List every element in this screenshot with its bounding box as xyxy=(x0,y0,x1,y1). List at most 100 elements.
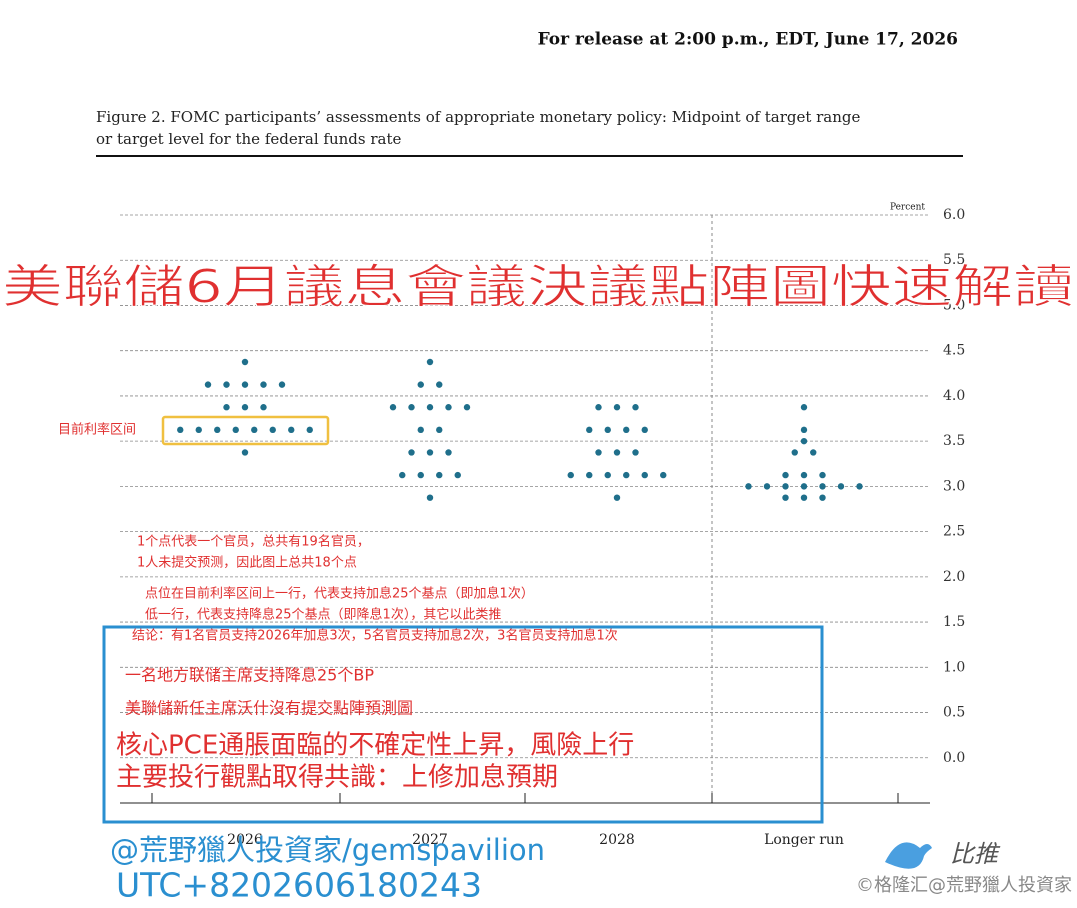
y-tick-label: 4.5 xyxy=(943,343,965,359)
dot xyxy=(417,471,424,479)
dot xyxy=(810,449,817,456)
figure-title: or target level for the federal funds ra… xyxy=(96,130,401,148)
brand-logo xyxy=(885,842,932,869)
dot xyxy=(819,471,826,479)
dot xyxy=(214,426,221,434)
x-tick-label: Longer run xyxy=(764,832,844,848)
dot xyxy=(819,494,826,501)
summary-big: 主要投行觀點取得共識：上修加息預期 xyxy=(116,763,558,793)
dot xyxy=(837,483,845,490)
dot xyxy=(177,426,184,434)
current-range-label: 目前利率区间 xyxy=(58,422,136,438)
dot xyxy=(426,494,434,501)
dot xyxy=(204,381,212,388)
note: 1人未提交预测，因此图上总共18个点 xyxy=(137,555,357,571)
dot xyxy=(278,381,286,388)
y-tick-label: 0.5 xyxy=(943,705,965,721)
dot xyxy=(856,483,863,490)
dot xyxy=(641,426,648,434)
dot xyxy=(613,494,621,501)
dot xyxy=(195,426,202,434)
dot xyxy=(623,471,630,479)
dot xyxy=(251,426,258,434)
dot xyxy=(604,426,611,434)
dot xyxy=(426,449,434,456)
note: 结论：有1名官员支持2026年加息3次，5名官员支持加息2次，3名官员支持加息1… xyxy=(132,628,618,644)
y-tick-label: 0.0 xyxy=(943,750,965,766)
dot xyxy=(586,471,593,479)
dot xyxy=(595,449,602,456)
dot xyxy=(782,483,789,490)
author: @荒野獵人投資家/gemspavilion xyxy=(110,833,545,867)
summary-big: 核心PCE通脹面臨的不確定性上昇，風險上行 xyxy=(116,731,634,761)
dot xyxy=(417,426,424,434)
dot xyxy=(408,404,415,411)
dot xyxy=(426,404,434,411)
dot xyxy=(241,404,249,411)
dot xyxy=(408,449,415,456)
dot xyxy=(463,404,471,411)
dot xyxy=(819,483,826,490)
y-tick-label: 6.0 xyxy=(943,207,965,223)
y-tick-label: 5.0 xyxy=(943,297,965,313)
dot xyxy=(604,471,611,479)
dot xyxy=(745,483,752,490)
dot xyxy=(241,358,249,366)
y-tick-label: 3.0 xyxy=(943,478,965,494)
dot xyxy=(241,449,249,456)
x-tick-label: 2027 xyxy=(412,832,448,848)
dot xyxy=(613,449,621,456)
note: 1个点代表一个官员，总共有19名官员， xyxy=(137,534,370,550)
unit-label: Percent xyxy=(890,203,925,213)
overlay: 目前利率区间 1个点代表一个官员，总共有19名官员， 1人未提交预测，因此图上总… xyxy=(2,259,1075,905)
timestamp: UTC+8202606180243 xyxy=(116,866,482,905)
dot xyxy=(641,471,648,479)
dot xyxy=(445,404,452,411)
dot xyxy=(241,381,249,388)
dot xyxy=(223,381,230,388)
dot xyxy=(567,471,574,479)
dot xyxy=(595,404,602,411)
summary-small: 美聯儲新任主席沃什沒有提交點陣預測圖 xyxy=(125,699,413,718)
note: 低一行，代表支持降息25个基点（即降息1次），其它以此类推 xyxy=(145,607,501,623)
dot xyxy=(632,449,639,456)
dot xyxy=(623,426,630,434)
dot xyxy=(223,404,230,411)
y-tick-label: 1.5 xyxy=(943,614,965,630)
dot xyxy=(445,449,452,456)
y-tick-label: 4.0 xyxy=(943,388,965,404)
dot xyxy=(763,483,771,490)
dot xyxy=(800,437,808,445)
figure-title: Figure 2. FOMC participants’ assessments… xyxy=(96,108,861,126)
watermark: ©格隆汇@荒野獵人投資家 xyxy=(856,875,1072,896)
dot xyxy=(454,471,461,479)
dot xyxy=(260,404,267,411)
dot xyxy=(800,426,808,434)
dot xyxy=(782,494,789,501)
x-tick-label: 2028 xyxy=(599,832,635,848)
dot xyxy=(426,358,434,366)
dot xyxy=(288,426,295,434)
dot xyxy=(613,404,621,411)
dot xyxy=(586,426,593,434)
dot xyxy=(232,426,239,434)
dot xyxy=(436,471,443,479)
dot xyxy=(800,471,808,479)
dot xyxy=(800,483,808,490)
summary-box xyxy=(102,625,824,824)
dot xyxy=(660,471,667,479)
dot xyxy=(782,471,789,479)
dot xyxy=(791,449,798,456)
y-tick-label: 5.5 xyxy=(943,252,965,268)
note: 点位在目前利率区间上一行，代表支持加息25个基点（即加息1次） xyxy=(145,586,534,602)
dot xyxy=(306,426,313,434)
y-tick-label: 3.5 xyxy=(943,433,965,449)
dot xyxy=(389,404,397,411)
brand: 比推 xyxy=(950,840,1001,868)
y-tick-label: 2.5 xyxy=(943,524,965,540)
headline: 美聯儲6月議息會議決議點陣圖快速解讀 xyxy=(2,260,1074,314)
plot: 0.0 0.5 1.0 1.5 2.0 2.5 3.0 3.5 4.0 4.5 5.0 5.5 6.0 2… xyxy=(120,207,965,848)
